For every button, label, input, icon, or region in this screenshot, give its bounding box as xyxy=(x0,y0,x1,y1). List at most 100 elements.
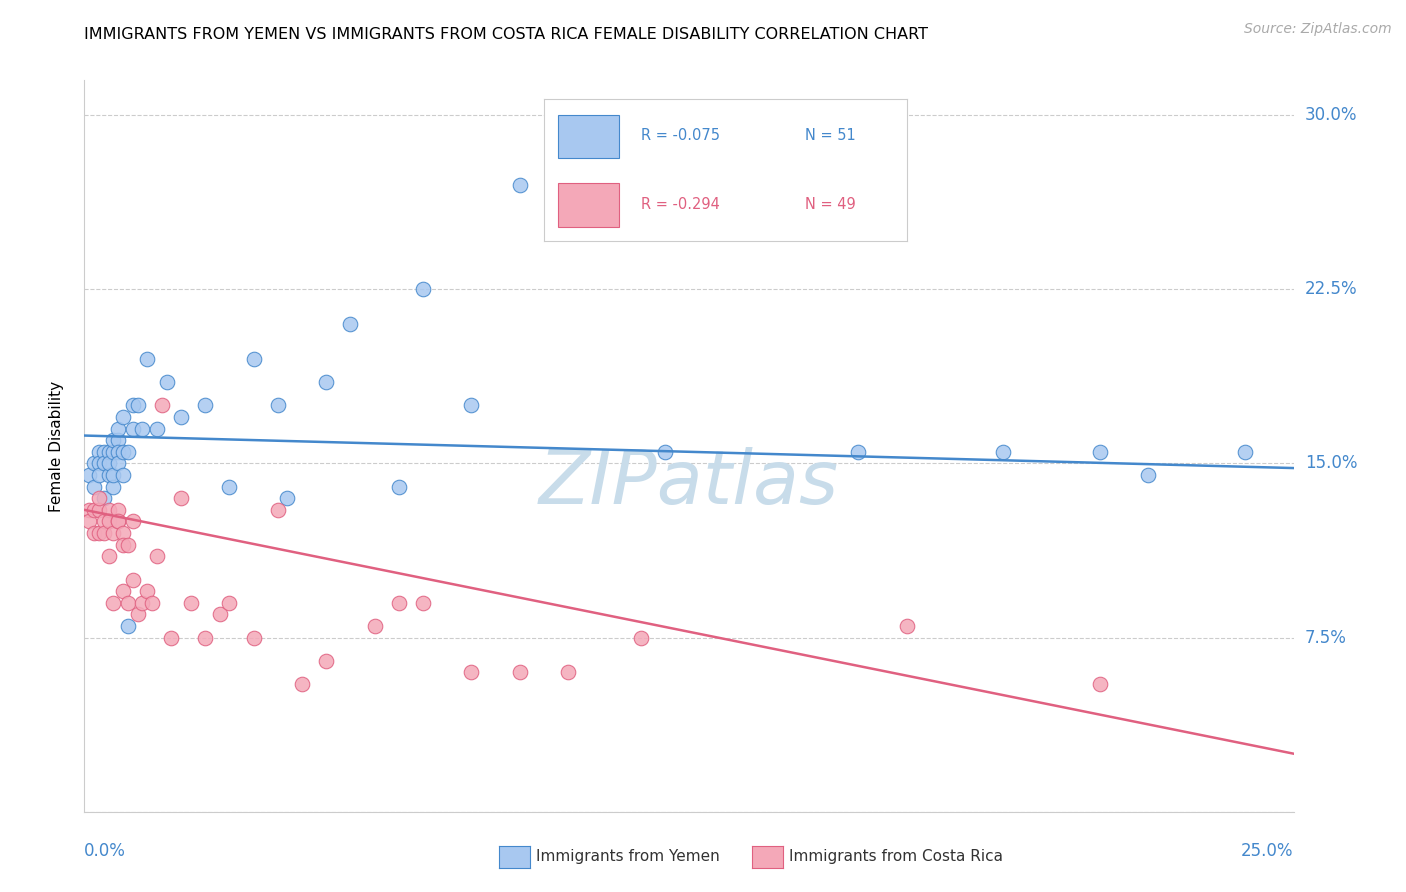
Point xyxy=(97,457,120,471)
Point xyxy=(1088,445,1111,459)
Point xyxy=(208,607,231,622)
Point xyxy=(103,596,125,610)
Point xyxy=(136,584,159,599)
Point xyxy=(141,596,163,610)
Point xyxy=(509,665,531,680)
Point xyxy=(112,468,135,483)
Point xyxy=(97,468,120,483)
Point xyxy=(112,538,135,552)
Y-axis label: Female Disability: Female Disability xyxy=(49,380,63,512)
Point xyxy=(112,445,135,459)
Point xyxy=(267,398,290,412)
Point xyxy=(112,526,135,541)
Point xyxy=(112,409,135,424)
Point xyxy=(160,631,183,645)
Point xyxy=(87,468,110,483)
Text: 22.5%: 22.5% xyxy=(1305,280,1357,298)
Point xyxy=(107,515,129,529)
Point xyxy=(267,503,290,517)
Point xyxy=(146,549,169,564)
Point xyxy=(150,398,173,412)
Point xyxy=(97,503,120,517)
Point xyxy=(107,503,129,517)
Point xyxy=(77,503,100,517)
Text: 15.0%: 15.0% xyxy=(1305,454,1357,473)
Text: 25.0%: 25.0% xyxy=(1241,842,1294,860)
Point xyxy=(388,596,411,610)
Point xyxy=(87,491,110,506)
Point xyxy=(107,457,129,471)
Point xyxy=(83,480,105,494)
Point xyxy=(117,619,139,633)
Text: Source: ZipAtlas.com: Source: ZipAtlas.com xyxy=(1244,22,1392,37)
Point xyxy=(93,491,115,506)
Point xyxy=(93,445,115,459)
Point xyxy=(127,398,149,412)
Point xyxy=(121,398,143,412)
Point xyxy=(136,351,159,366)
Point xyxy=(77,468,100,483)
Point xyxy=(654,445,676,459)
Point xyxy=(107,445,129,459)
Point xyxy=(557,665,579,680)
Point xyxy=(363,619,385,633)
Point xyxy=(846,445,869,459)
Point xyxy=(103,526,125,541)
Text: Immigrants from Yemen: Immigrants from Yemen xyxy=(536,849,720,864)
Point xyxy=(291,677,314,691)
Point xyxy=(103,445,125,459)
Point xyxy=(87,526,110,541)
Point xyxy=(117,538,139,552)
Point xyxy=(630,631,652,645)
Point xyxy=(121,515,143,529)
Point xyxy=(107,421,129,435)
Point xyxy=(218,480,240,494)
Point xyxy=(412,596,434,610)
Point xyxy=(131,596,153,610)
Point xyxy=(388,480,411,494)
Point xyxy=(412,282,434,296)
Point xyxy=(121,421,143,435)
Point xyxy=(509,178,531,192)
Point xyxy=(93,526,115,541)
Point xyxy=(194,631,217,645)
Point xyxy=(242,631,264,645)
Text: 7.5%: 7.5% xyxy=(1305,629,1347,647)
Point xyxy=(103,468,125,483)
Point xyxy=(83,457,105,471)
Point xyxy=(146,421,169,435)
Point xyxy=(170,491,193,506)
Point xyxy=(77,515,100,529)
Point xyxy=(1137,468,1160,483)
Text: 0.0%: 0.0% xyxy=(84,842,127,860)
Point xyxy=(83,503,105,517)
Text: IMMIGRANTS FROM YEMEN VS IMMIGRANTS FROM COSTA RICA FEMALE DISABILITY CORRELATIO: IMMIGRANTS FROM YEMEN VS IMMIGRANTS FROM… xyxy=(84,27,928,42)
Point xyxy=(103,433,125,447)
Point xyxy=(107,433,129,447)
Point xyxy=(194,398,217,412)
Point xyxy=(87,457,110,471)
Point xyxy=(242,351,264,366)
Point xyxy=(121,573,143,587)
Point xyxy=(83,526,105,541)
Point xyxy=(1088,677,1111,691)
Point xyxy=(170,409,193,424)
Point xyxy=(117,596,139,610)
Point xyxy=(180,596,202,610)
Point xyxy=(339,317,361,331)
Point xyxy=(93,515,115,529)
Point xyxy=(218,596,240,610)
Point xyxy=(460,665,482,680)
Point xyxy=(127,607,149,622)
Text: ZIPatlas: ZIPatlas xyxy=(538,447,839,518)
Point xyxy=(460,398,482,412)
Point xyxy=(155,375,177,389)
Point xyxy=(117,445,139,459)
Point xyxy=(1234,445,1257,459)
Point xyxy=(97,515,120,529)
Point xyxy=(276,491,298,506)
Point xyxy=(97,549,120,564)
Point xyxy=(315,375,337,389)
Point xyxy=(112,584,135,599)
Point xyxy=(993,445,1015,459)
